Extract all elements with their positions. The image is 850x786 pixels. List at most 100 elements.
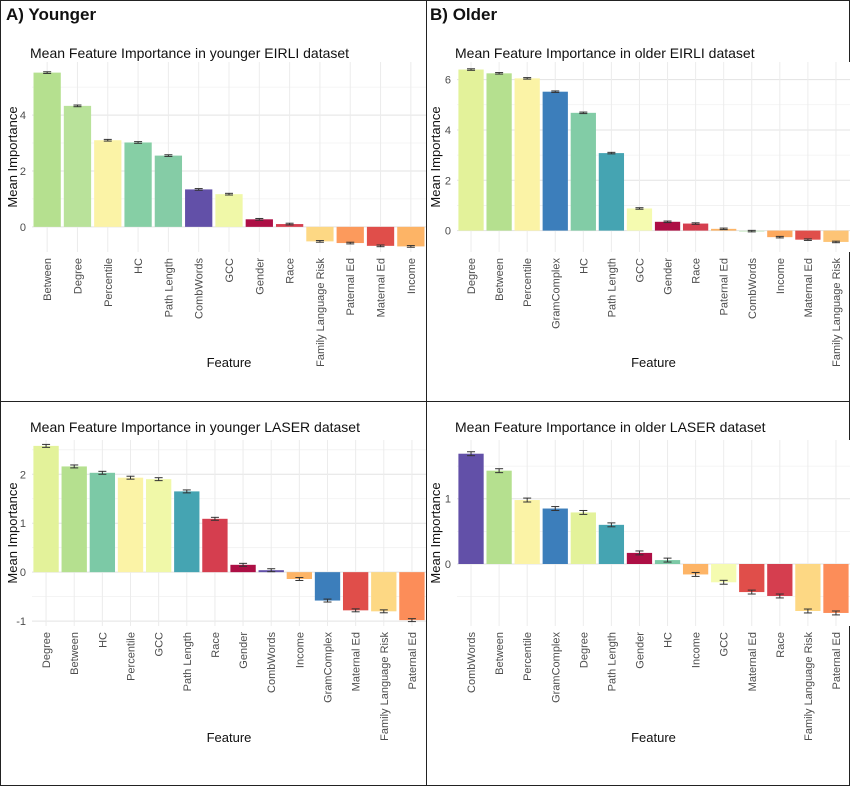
bar	[795, 564, 821, 611]
x-tick-label: Income	[406, 258, 418, 294]
y-axis-label: Mean Importance	[428, 482, 443, 583]
x-tick-label: Paternal Ed	[719, 258, 731, 315]
bar	[514, 500, 540, 564]
x-tick-label: Paternal Ed	[407, 632, 419, 689]
x-tick-label: Degree	[41, 632, 53, 668]
bar	[33, 445, 59, 573]
x-tick-label: Paternal Ed	[345, 258, 357, 315]
x-tick-label: Gender	[254, 258, 266, 295]
x-tick-label: GramComplex	[323, 632, 335, 703]
bar	[823, 230, 849, 242]
bar	[124, 142, 152, 227]
x-tick-label: CombWords	[266, 632, 278, 693]
y-tick-label: 0	[445, 559, 451, 571]
x-tick-label: Race	[775, 632, 787, 658]
bar	[739, 564, 765, 593]
x-tick-label: Path Length	[606, 258, 618, 317]
x-tick-label: Family Language Risk	[379, 632, 391, 741]
y-axis-label: Mean Importance	[428, 106, 443, 207]
x-tick-label: Between	[42, 258, 54, 301]
x-tick-label: GramComplex	[550, 258, 562, 329]
bar	[397, 226, 425, 247]
bar	[89, 472, 116, 573]
bar	[682, 223, 709, 231]
x-tick-label: Family Language Risk	[831, 258, 843, 367]
bar	[275, 224, 304, 227]
x-tick-label: Race	[210, 632, 222, 658]
bar	[145, 479, 172, 573]
x-tick-label: Percentile	[522, 632, 534, 681]
y-tick-label: 6	[445, 75, 451, 87]
x-tick-label: CombWords	[747, 258, 759, 319]
x-tick-label: Percentile	[103, 258, 115, 307]
x-tick-label: Degree	[72, 258, 84, 294]
x-tick-label: Family Language Risk	[803, 632, 815, 741]
bar	[306, 226, 334, 242]
bar	[458, 69, 484, 231]
x-axis-label: Feature	[631, 355, 676, 370]
bar	[215, 194, 243, 227]
y-axis-label: Mean Importance	[5, 106, 20, 207]
x-tick-label: Race	[285, 258, 297, 284]
bar	[711, 564, 737, 583]
x-tick-label: CombWords	[466, 632, 478, 693]
bar	[514, 78, 540, 231]
bar	[570, 512, 596, 564]
bar	[174, 491, 200, 573]
panel-label-younger: A) Younger	[6, 5, 96, 25]
bar	[314, 572, 341, 601]
panel-title-older: Older	[452, 5, 498, 24]
x-tick-label: GCC	[154, 632, 166, 657]
bar	[486, 470, 512, 564]
x-tick-label: GCC	[224, 258, 236, 283]
bar	[154, 155, 183, 227]
y-tick-label: -1	[16, 616, 26, 628]
x-tick-label: HC	[663, 632, 675, 648]
x-tick-label: HC	[133, 258, 145, 274]
bar	[767, 230, 793, 238]
x-tick-label: Path Length	[163, 258, 175, 317]
x-tick-label: HC	[578, 258, 590, 274]
bar	[626, 208, 653, 231]
bar	[63, 105, 92, 227]
y-tick-label: 4	[20, 110, 26, 122]
y-tick-label: 2	[445, 175, 451, 187]
x-tick-label: Percentile	[126, 632, 138, 681]
panel-title-younger: Younger	[28, 5, 97, 24]
bar	[542, 91, 568, 231]
x-tick-label: Gender	[634, 632, 646, 669]
x-tick-label: CombWords	[194, 258, 206, 319]
bar	[336, 226, 364, 244]
bar	[767, 564, 793, 596]
bar	[286, 572, 313, 580]
x-axis-label: Feature	[631, 730, 676, 745]
bar	[202, 518, 228, 573]
chart-title: Mean Feature Importance in younger EIRLI…	[30, 45, 349, 61]
x-tick-label: Between	[69, 632, 81, 675]
bar	[117, 477, 144, 573]
x-tick-label: Maternal Ed	[351, 632, 363, 691]
x-tick-label: GCC	[719, 632, 731, 657]
x-tick-label: Paternal Ed	[831, 632, 843, 689]
y-tick-label: 0	[445, 226, 451, 238]
x-tick-label: Between	[494, 632, 506, 675]
bar	[626, 552, 653, 564]
bar	[366, 226, 395, 246]
panel-letter-a: A)	[6, 5, 24, 24]
bar	[94, 140, 122, 227]
x-tick-label: Path Length	[182, 632, 194, 691]
bar	[823, 564, 849, 613]
x-tick-label: Race	[691, 258, 703, 284]
panel-letter-b: B)	[430, 5, 448, 24]
x-tick-label: Income	[691, 632, 703, 668]
y-axis-label: Mean Importance	[5, 482, 20, 583]
x-tick-label: Income	[775, 258, 787, 294]
x-tick-label: Degree	[578, 632, 590, 668]
bar	[542, 508, 568, 564]
y-tick-label: 1	[445, 494, 451, 506]
bar	[61, 466, 87, 573]
bar	[654, 221, 681, 231]
x-tick-label: Between	[494, 258, 506, 301]
